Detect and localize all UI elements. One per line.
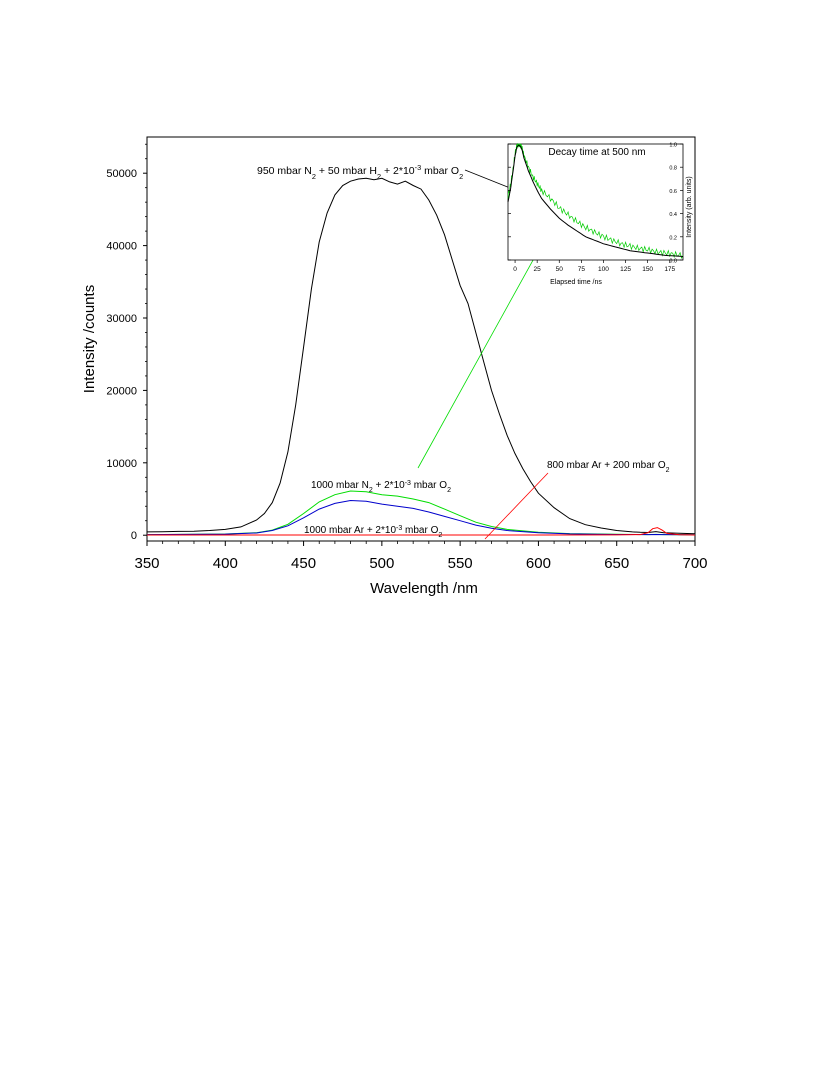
- y-tick-label: 50000: [106, 168, 137, 180]
- inset-y-tick-label: 0.6: [669, 189, 677, 195]
- inset-title: Decay time at 500 nm: [548, 147, 645, 158]
- inset-x-tick-label: 0: [513, 266, 517, 273]
- decay-inset: 0 25 50 75 100 125 150 175 0.0 0.2 0.4 0.6 0.8 1.0 D…: [507, 142, 693, 286]
- series-label-green: 1000 mbar N2 + 2*10-3 mbar O2: [311, 480, 451, 494]
- inset-y-tick-label: 1.0: [669, 143, 677, 149]
- series-line-0: [146, 177, 696, 535]
- y-axis-label: Intensity /counts: [81, 285, 98, 393]
- inset-series-group: [507, 142, 684, 260]
- x-tick-label: 650: [604, 555, 629, 572]
- main-series-group: [146, 177, 696, 536]
- leader-line-red: [484, 472, 549, 540]
- inset-x-tick-label: 75: [578, 266, 586, 273]
- inset-x-ticks: 0 25 50 75 100 125 150 175: [513, 260, 676, 273]
- y-tick-label: 0: [131, 530, 137, 542]
- inset-y-tick-label: 0.2: [669, 235, 677, 241]
- x-axis-ticks: 350 400 450 500 550 600 650 700: [134, 541, 708, 572]
- inset-y-tick-label: 0.8: [669, 166, 677, 172]
- y-axis-ticks: 0 10000 20000 30000 40000 50000: [106, 143, 147, 542]
- series-line-2: [146, 499, 696, 536]
- series-label-red: 800 mbar Ar + 200 mbar O2: [547, 460, 670, 474]
- x-tick-label: 700: [682, 555, 707, 572]
- y-tick-label: 40000: [106, 241, 137, 253]
- series-label-black: 950 mbar N2 + 50 mbar H2 + 2*10-3 mbar O…: [257, 163, 463, 181]
- series-label-blue: 1000 mbar Ar + 2*10-3 mbar O2: [304, 525, 442, 539]
- x-axis-label: Wavelength /nm: [370, 580, 478, 597]
- inset-x-tick-label: 150: [642, 266, 653, 273]
- y-tick-label: 20000: [106, 385, 137, 397]
- y-tick-label: 10000: [106, 458, 137, 470]
- x-tick-label: 550: [448, 555, 473, 572]
- x-tick-label: 350: [134, 555, 159, 572]
- inset-y-ticks: 0.0 0.2 0.4 0.6 0.8 1.0: [508, 143, 683, 265]
- inset-x-tick-label: 50: [556, 266, 564, 273]
- inset-x-tick-label: 125: [620, 266, 631, 273]
- inset-x-tick-label: 175: [664, 266, 675, 273]
- inset-x-tick-label: 25: [534, 266, 542, 273]
- x-tick-label: 450: [291, 555, 316, 572]
- inset-y-tick-label: 0.4: [669, 212, 677, 218]
- series-line-3: [147, 527, 696, 536]
- inset-series-line-1: [507, 144, 684, 257]
- inset-y-axis-label: Intensity (arb. units): [686, 176, 693, 237]
- plot-frame: [146, 136, 696, 542]
- inset-x-axis-label: Elapsed time /ns: [550, 279, 602, 286]
- x-tick-label: 500: [369, 555, 394, 572]
- inset-frame: [507, 143, 684, 261]
- annotation-labels: 950 mbar N2 + 50 mbar H2 + 2*10-3 mbar O…: [257, 163, 670, 539]
- x-tick-label: 400: [213, 555, 238, 572]
- x-tick-label: 600: [526, 555, 551, 572]
- inset-x-tick-label: 100: [598, 266, 609, 273]
- y-tick-label: 30000: [106, 313, 137, 325]
- inset-y-tick-label: 0.0: [669, 259, 677, 265]
